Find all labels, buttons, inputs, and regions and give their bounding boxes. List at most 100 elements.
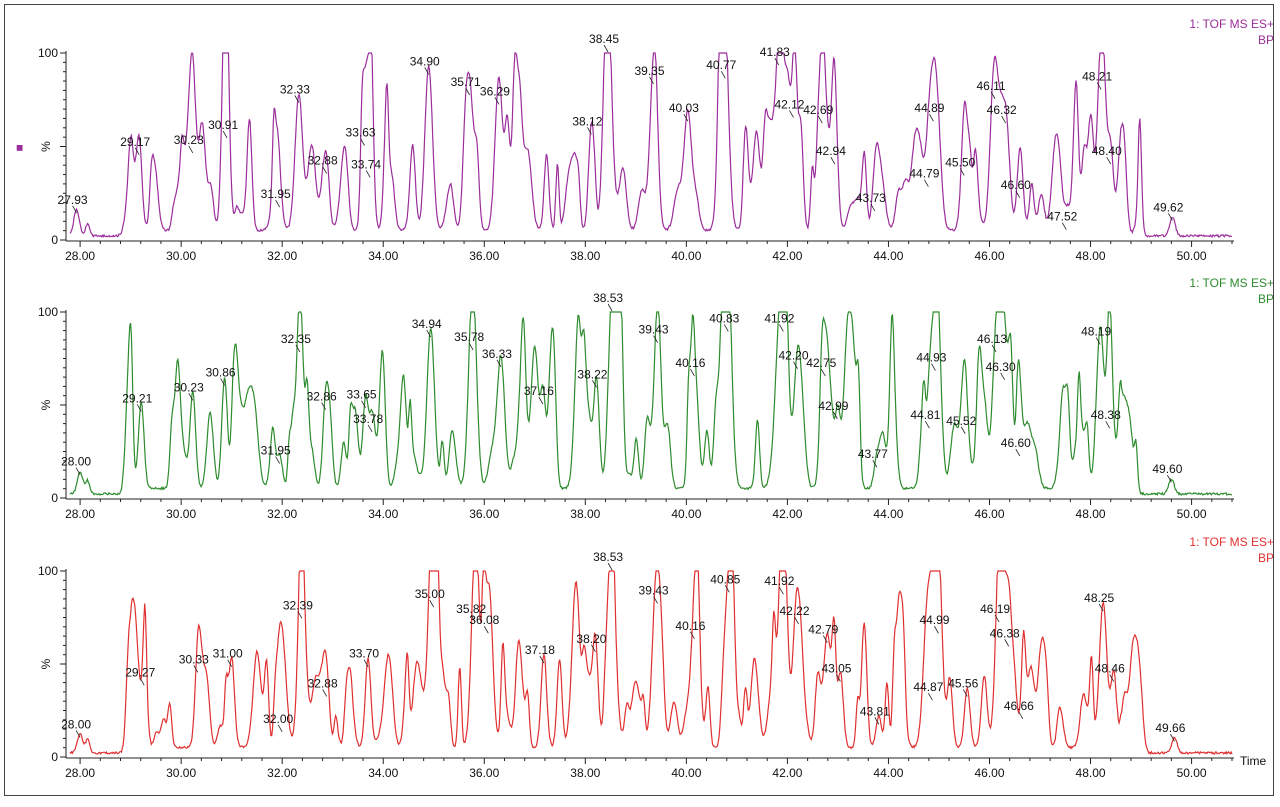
peak-leader <box>690 368 695 377</box>
peak-label: 44.93 <box>916 351 946 365</box>
series-trace <box>69 311 1232 497</box>
peak-leader <box>136 404 142 412</box>
peak-label: 48.46 <box>1095 662 1125 676</box>
y-tick-label-0: 0 <box>51 750 58 764</box>
x-tick-label: 42.00 <box>772 507 802 521</box>
peak-leader <box>1098 603 1104 612</box>
peak-leader <box>1018 711 1024 719</box>
peak-label: 34.94 <box>412 317 442 331</box>
peak-label: 40.83 <box>709 311 739 325</box>
peak-label: 42.22 <box>780 604 810 618</box>
series-trace <box>69 51 1233 238</box>
peak-label: 32.33 <box>280 82 310 96</box>
x-tick-label: 32.00 <box>267 249 297 263</box>
x-tick-label: 42.00 <box>772 249 802 263</box>
peak-label: 37.16 <box>524 384 554 398</box>
peak-label: 28.00 <box>61 717 91 731</box>
peak-leader <box>275 200 281 208</box>
peak-leader <box>227 659 233 667</box>
peak-label: 40.03 <box>669 101 699 115</box>
peak-label: 38.12 <box>572 114 602 128</box>
peak-label: 30.23 <box>174 380 204 394</box>
peak-label: 31.95 <box>261 187 291 201</box>
peak-leader <box>1170 733 1175 742</box>
peak-label: 43.77 <box>858 447 888 461</box>
peak-label: 48.25 <box>1084 591 1114 605</box>
peak-label: 31.95 <box>261 444 291 458</box>
peak-leader <box>690 631 695 640</box>
x-tick-label: 32.00 <box>267 507 297 521</box>
peak-leader <box>193 665 199 673</box>
peak-leader <box>360 138 365 146</box>
peak-leader <box>649 76 654 84</box>
peak-label: 40.16 <box>675 619 705 633</box>
peak-leader <box>603 44 609 53</box>
x-tick-label: 34.00 <box>368 766 398 780</box>
y-axis-label: % <box>39 658 53 669</box>
peak-label: 35.71 <box>451 75 481 89</box>
x-tick-label: 30.00 <box>166 249 196 263</box>
peak-leader <box>539 655 545 664</box>
x-tick-label: 50.00 <box>1177 507 1207 521</box>
peak-label: 39.43 <box>639 583 669 597</box>
peak-leader <box>820 368 826 377</box>
x-tick-label: 34.00 <box>368 507 398 521</box>
peak-label: 30.86 <box>206 365 236 379</box>
peak-leader <box>188 145 194 154</box>
peak-label: 43.73 <box>856 191 886 205</box>
x-tick-label: 50.00 <box>1177 249 1207 263</box>
peak-label: 39.35 <box>635 64 665 78</box>
peak-label: 32.88 <box>308 676 338 690</box>
peak-leader <box>361 400 366 408</box>
x-tick-label: 38.00 <box>570 507 600 521</box>
peak-label: 42.69 <box>803 103 833 117</box>
peak-label: 34.90 <box>410 54 440 68</box>
peak-leader <box>991 344 997 353</box>
peak-leader <box>587 127 592 135</box>
chromatogram-panel-1: 100 0% ■ 28.00 30.00 32.00 34.00 36.00 38.00 40.0… <box>16 17 1274 263</box>
peak-leader <box>830 157 836 165</box>
x-tick-label: 44.00 <box>873 249 903 263</box>
peak-label: 42.75 <box>806 356 836 370</box>
peak-label: 35.00 <box>415 587 445 601</box>
peak-label: 49.66 <box>1155 721 1185 735</box>
peak-leader <box>592 380 597 388</box>
peak-leader <box>1004 639 1010 647</box>
x-tick-label: 46.00 <box>974 507 1004 521</box>
peak-leader <box>653 335 658 343</box>
peak-leader <box>1015 190 1021 199</box>
x-tick-label: 48.00 <box>1076 249 1106 263</box>
x-tick-label: 36.00 <box>469 766 499 780</box>
peak-leader <box>1109 674 1115 682</box>
peak-leader <box>724 585 730 593</box>
peak-label: 43.81 <box>860 704 890 718</box>
peak-label: 42.79 <box>808 623 838 637</box>
peak-leader <box>833 411 838 420</box>
peak-leader <box>424 67 430 75</box>
x-tick-label: 40.00 <box>671 249 701 263</box>
peak-label: 38.53 <box>593 550 623 564</box>
chromatogram-panel-2: 100 0% 28.00 30.00 32.00 34.00 36.00 38.00 40.00… <box>38 276 1274 521</box>
peak-label: 40.85 <box>710 572 740 586</box>
peak-label: 33.70 <box>349 647 379 661</box>
peak-leader <box>591 644 596 653</box>
peak-leader <box>774 57 780 66</box>
peak-leader <box>134 147 140 156</box>
y-tick-label-100: 100 <box>38 46 58 60</box>
chromatogram-panel-3: 100 0% 28.00 30.00 32.00 34.00 36.00 38.00 40.00… <box>38 535 1274 780</box>
peak-leader <box>928 693 933 701</box>
x-tick-label: 28.00 <box>65 507 95 521</box>
x-tick-label: 44.00 <box>873 507 903 521</box>
peak-label: 29.17 <box>120 135 150 149</box>
peak-label: 42.99 <box>818 399 848 413</box>
peak-leader <box>365 170 371 178</box>
trace-type: BP <box>1258 292 1274 306</box>
peak-leader <box>723 324 729 332</box>
x-tick-label: 36.00 <box>469 507 499 521</box>
x-tick-label: 40.00 <box>671 766 701 780</box>
peak-label: 29.27 <box>125 665 155 679</box>
x-tick-label: 38.00 <box>570 249 600 263</box>
peak-label: 30.33 <box>179 652 209 666</box>
peak-leader <box>874 717 880 725</box>
